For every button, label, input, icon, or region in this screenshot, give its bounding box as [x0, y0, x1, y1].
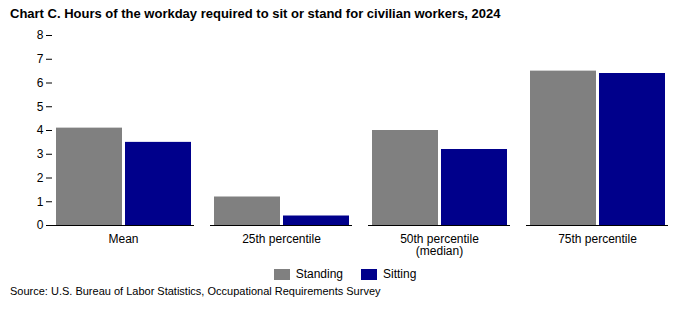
svg-text:Mean: Mean [108, 232, 138, 246]
svg-text:50th percentile(median): 50th percentile(median) [400, 232, 479, 258]
svg-text:2: 2 [37, 171, 44, 185]
svg-text:6: 6 [37, 76, 44, 90]
svg-text:1: 1 [37, 195, 44, 209]
svg-text:8: 8 [37, 28, 44, 42]
svg-text:0: 0 [37, 218, 44, 232]
html-text:Chart C. Hours of the workday: Chart C. Hours of the workday required t… [10, 6, 501, 21]
svg-text:7: 7 [37, 52, 44, 66]
svg-text:4: 4 [37, 123, 44, 137]
svg-text:25th percentile: 25th percentile [242, 232, 321, 246]
svg-text:75th percentile: 75th percentile [558, 232, 637, 246]
html-text:Standing: Standing [295, 267, 343, 281]
svg-text:3: 3 [37, 147, 44, 161]
svg-text:5: 5 [37, 100, 44, 114]
html-text:Sitting: Sitting [383, 267, 417, 281]
html-text:Source: U.S. Bureau of Labor S: Source: U.S. Bureau of Labor Statistics,… [10, 285, 381, 297]
